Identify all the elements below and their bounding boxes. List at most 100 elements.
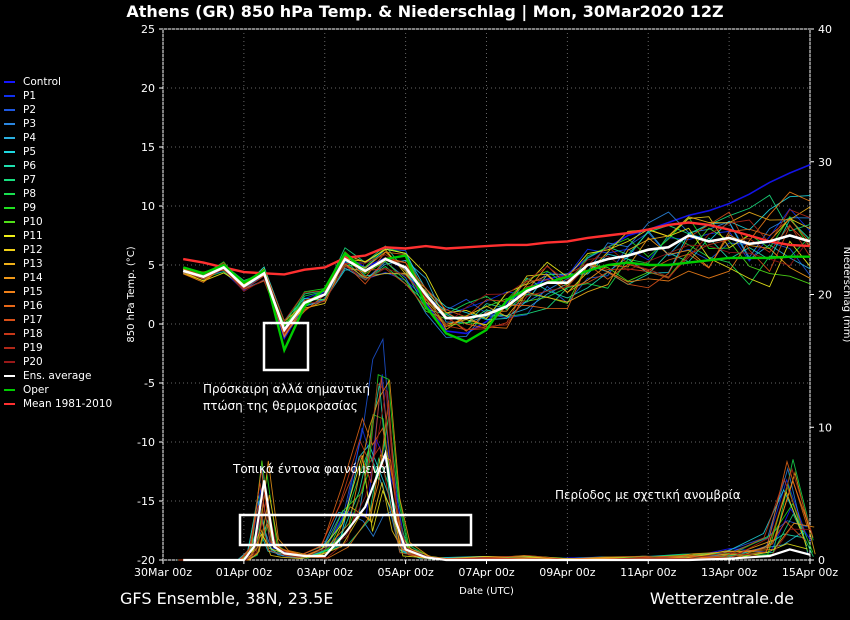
legend-item: P5 [4,145,112,159]
y-tick-label: 20 [141,82,155,95]
legend-label: Ens. average [23,370,92,382]
legend-item: P15 [4,285,112,299]
y2-axis-label: Niederschlag (mm) [841,247,850,343]
x-tick-label: 03Apr 00z [297,566,354,579]
legend-label: P7 [23,174,37,186]
x-tick-label: 11Apr 00z [620,566,677,579]
legend-item: P1 [4,89,112,103]
y2-tick-label: 40 [818,23,832,36]
legend-label: P20 [23,356,43,368]
y-tick-label: 10 [141,200,155,213]
legend-label: P4 [23,132,37,144]
precip-line-p5 [177,443,805,561]
legend-item: P20 [4,355,112,369]
y-tick-label: -20 [137,554,155,567]
y-axis-label: 850 hPa Temp. (°C) [126,246,137,342]
chart-title: Athens (GR) 850 hPa Temp. & Niederschlag… [126,2,724,21]
legend-item: P13 [4,257,112,271]
legend-swatch [4,137,15,139]
y-tick-label: 15 [141,141,155,154]
legend-swatch [4,235,15,237]
legend-label: P5 [23,146,37,158]
legend-item: P18 [4,327,112,341]
legend-swatch [4,123,15,125]
annotation-text: Περίοδος με σχετική ανομβρία [555,488,741,502]
legend-label: P6 [23,160,37,172]
legend-swatch [4,263,15,265]
y-tick-label: -10 [137,436,155,449]
legend-item: Mean 1981-2010 [4,397,112,411]
legend-label: P15 [23,286,43,298]
legend-swatch [4,193,15,195]
legend-swatch [4,277,15,279]
legend-label: P17 [23,314,43,326]
y-tick-label: 25 [141,23,155,36]
legend-label: P8 [23,188,37,200]
oper-temp-line [182,251,810,354]
legend: Control P1 P2 P3 P4 P5 P6 P7 P8 P9 P10 P11 P12 P13 P14… [4,75,112,411]
legend-item: P19 [4,341,112,355]
legend-swatch [4,81,15,83]
footer-site: Wetterzentrale.de [649,589,794,608]
temp-line-p9 [183,215,811,327]
y2-tick-label: 30 [818,156,832,169]
legend-label: P14 [23,272,43,284]
legend-swatch [4,165,15,167]
annotation-text: πτώση της θερμοκρασίας [203,399,358,413]
legend-swatch [4,361,15,363]
x-tick-label: 05Apr 00z [377,566,434,579]
legend-item: P7 [4,173,112,187]
x-tick-label: 13Apr 00z [701,566,758,579]
legend-label: P11 [23,230,43,242]
y-tick-label: 5 [148,259,155,272]
legend-item: P3 [4,117,112,131]
legend-swatch [4,179,15,181]
legend-swatch [4,319,15,321]
annotation-text: Τοπικά έντονα φαινόμενα [232,462,387,476]
legend-item: P6 [4,159,112,173]
y-tick-label: 0 [148,318,155,331]
legend-label: Oper [23,384,49,396]
legend-label: P12 [23,244,43,256]
legend-swatch [4,389,15,391]
temp-line-p19 [183,209,811,331]
mean-1981-2010-line [182,221,811,276]
annotation-text: Πρόσκαιρη αλλά σημαντική [203,382,370,396]
x-tick-label: 30Mar 00z [134,566,192,579]
ens-average-temp-line [182,234,811,333]
legend-label: Mean 1981-2010 [23,398,113,410]
legend-label: P3 [23,118,37,130]
y-tick-label: -5 [144,377,155,390]
legend-swatch [4,151,15,153]
temp-line-p20 [183,237,811,335]
legend-label: P10 [23,216,43,228]
x-tick-label: 07Apr 00z [458,566,515,579]
legend-swatch [4,109,15,111]
precip-line-p20 [183,390,811,561]
legend-swatch [4,221,15,223]
legend-swatch [4,95,15,97]
y2-tick-label: 10 [818,421,832,434]
legend-swatch [4,403,15,405]
legend-item: Ens. average [4,369,112,383]
legend-swatch [4,305,15,307]
legend-swatch [4,375,15,377]
x-tick-label: 15Apr 00z [782,566,839,579]
legend-label: P18 [23,328,43,340]
legend-item: P2 [4,103,112,117]
legend-label: Control [23,76,61,88]
legend-item: P17 [4,313,112,327]
legend-label: P9 [23,202,37,214]
legend-label: P2 [23,104,37,116]
legend-item: P8 [4,187,112,201]
temp-line-p10 [183,227,811,327]
precip-line-p18 [177,438,805,561]
legend-swatch [4,291,15,293]
y-tick-label: -15 [137,495,155,508]
legend-swatch [4,207,15,209]
highlight-box-temp-drop [262,321,310,372]
legend-swatch [4,347,15,349]
temp-line-p15 [183,191,811,336]
legend-item: P9 [4,201,112,215]
